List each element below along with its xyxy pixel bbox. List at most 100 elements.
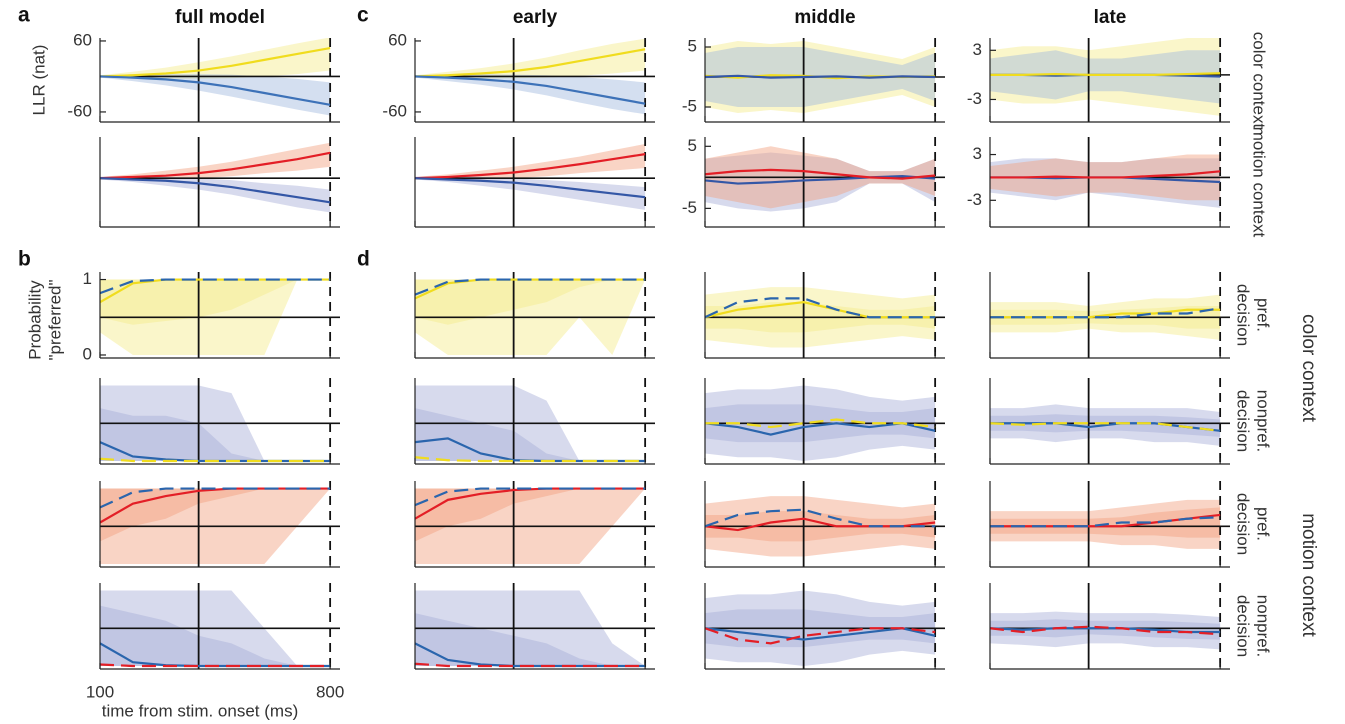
plot-area: [990, 272, 1230, 358]
data-line: [100, 177, 331, 204]
confidence-band: [990, 507, 1221, 538]
x-tick-label: 100: [86, 682, 114, 701]
y-axis-label: "preferred": [45, 279, 64, 360]
panel: [704, 481, 945, 568]
confidence-band: [100, 279, 331, 325]
column-title: middle: [794, 7, 855, 28]
row-label: motion context: [1250, 127, 1269, 238]
data-line: [990, 308, 1221, 319]
plot-area: [415, 481, 655, 567]
row-label: decision: [1234, 284, 1253, 346]
row-label: decision: [1234, 595, 1253, 657]
confidence-band: [415, 176, 646, 210]
data-line: [990, 625, 1221, 636]
confidence-band: [415, 74, 646, 115]
confidence-band: [990, 38, 1221, 116]
panel-letter: a: [18, 4, 30, 27]
y-tick-label: 5: [688, 36, 697, 55]
row-label: pref.: [1254, 507, 1273, 541]
panel: 100 800: [86, 583, 344, 701]
plot-area: [415, 137, 655, 227]
column-title: early: [513, 7, 558, 28]
confidence-band: [100, 488, 331, 542]
data-line: [100, 457, 331, 463]
panel: [414, 378, 655, 465]
panel: [989, 378, 1230, 465]
confidence-band: [100, 38, 331, 79]
row-label: pref.: [1254, 298, 1273, 332]
plot-area: [100, 583, 340, 669]
data-line: [415, 48, 646, 78]
panel: [704, 272, 945, 359]
confidence-band: [415, 143, 646, 181]
confidence-band: [100, 408, 331, 461]
confidence-band: [990, 611, 1221, 650]
panel: [989, 272, 1230, 359]
data-line: [100, 151, 331, 180]
confidence-band: [100, 605, 331, 666]
row-label: decision: [1234, 390, 1253, 452]
confidence-band: [990, 50, 1221, 104]
y-tick-label: 0: [83, 344, 92, 363]
plot-area: [990, 583, 1230, 669]
data-line: [990, 422, 1221, 432]
data-line: [415, 662, 646, 668]
context-label: color context: [1298, 314, 1319, 422]
panel: [989, 481, 1230, 568]
confidence-band: [990, 619, 1221, 640]
panel: -60 60: [382, 30, 655, 123]
data-line: [705, 418, 936, 429]
row-label: nonpref.: [1254, 595, 1273, 657]
plot-area: [705, 38, 945, 122]
y-axis-label: LLR (nat): [29, 45, 48, 116]
plot-area: [415, 38, 655, 122]
confidence-band: [100, 74, 331, 116]
data-line: [990, 170, 1221, 179]
data-line: [990, 72, 1221, 76]
plot-area: [990, 137, 1230, 227]
plot-area: [100, 481, 340, 567]
panel: [704, 583, 945, 670]
y-tick-label: 60: [388, 30, 407, 49]
panel: -3 3: [967, 38, 1230, 123]
y-tick-label: -5: [682, 198, 697, 217]
confidence-band: [415, 488, 646, 542]
plot-area: [705, 272, 945, 358]
confidence-band: [415, 279, 646, 325]
y-tick-label: -60: [382, 101, 407, 120]
panel: -3 3: [967, 137, 1230, 228]
data-line: [100, 75, 331, 106]
x-tick-label: 800: [316, 682, 344, 701]
row-label: decision: [1234, 493, 1253, 555]
panel: [414, 583, 655, 670]
confidence-band: [415, 38, 646, 79]
y-tick-label: 5: [688, 136, 697, 155]
confidence-band: [705, 152, 936, 212]
data-line: [705, 297, 936, 319]
data-line: [100, 487, 331, 509]
panel: [99, 378, 340, 465]
confidence-band: [415, 613, 646, 666]
data-line: [705, 508, 936, 528]
panel-letter: c: [357, 4, 369, 27]
data-line: [705, 175, 936, 185]
panel: -5 5: [682, 36, 945, 123]
data-line: [415, 177, 646, 199]
row-label: color context: [1250, 32, 1269, 129]
data-line: [415, 456, 646, 463]
plot-area: [705, 583, 945, 669]
x-axis-label: time from stim. onset (ms): [102, 701, 298, 720]
panel: -60 60: [67, 30, 340, 123]
confidence-band: [100, 142, 331, 181]
data-line: [100, 278, 331, 295]
plot-area: [415, 378, 655, 464]
confidence-band: [990, 158, 1221, 208]
y-tick-label: -3: [967, 190, 982, 209]
plot-area: [990, 481, 1230, 567]
plot-area: [705, 137, 945, 227]
plot-area: [100, 378, 340, 464]
y-tick-label: -3: [967, 89, 982, 108]
plot-area: [100, 38, 340, 122]
data-line: [705, 74, 936, 79]
